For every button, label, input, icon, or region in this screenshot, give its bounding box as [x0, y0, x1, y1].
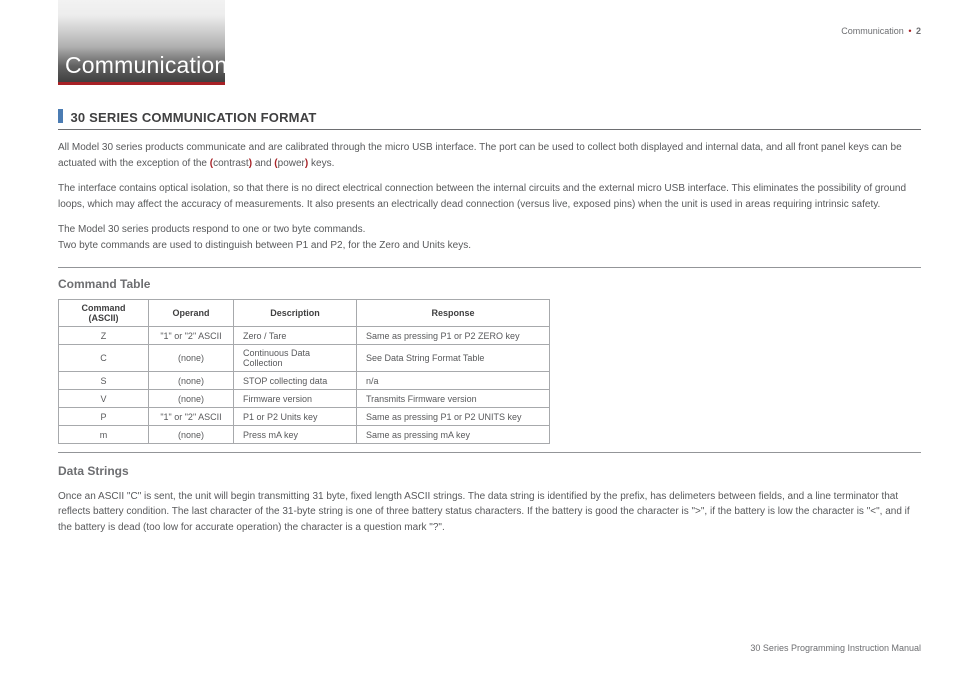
footer-text: 30 Series Programming Instruction Manual	[750, 643, 921, 653]
table-cell: V	[59, 390, 149, 408]
data-strings-heading: Data Strings	[58, 462, 921, 481]
table-cell: Same as pressing P1 or P2 UNITS key	[357, 408, 550, 426]
horizontal-rule	[58, 452, 921, 453]
chapter-title: Communication	[58, 52, 227, 85]
table-cell: Same as pressing P1 or P2 ZERO key	[357, 327, 550, 345]
data-strings-section: Data Strings Once an ASCII "C" is sent, …	[58, 462, 921, 535]
table-cell: Zero / Tare	[234, 327, 357, 345]
table-cell: (none)	[149, 426, 234, 444]
table-row: S(none)STOP collecting datan/a	[59, 372, 550, 390]
table-row: C(none)Continuous Data CollectionSee Dat…	[59, 345, 550, 372]
table-cell: "1" or "2" ASCII	[149, 327, 234, 345]
table-cell: Same as pressing mA key	[357, 426, 550, 444]
header-page-num: 2	[916, 26, 921, 36]
table-cell: Continuous Data Collection	[234, 345, 357, 372]
table-cell: See Data String Format Table	[357, 345, 550, 372]
table-cell: (none)	[149, 372, 234, 390]
table-cell: Transmits Firmware version	[357, 390, 550, 408]
table-cell: Firmware version	[234, 390, 357, 408]
horizontal-rule	[58, 267, 921, 268]
table-cell: (none)	[149, 345, 234, 372]
table-cell: S	[59, 372, 149, 390]
intro-paragraphs: All Model 30 series products communicate…	[58, 140, 921, 263]
table-cell: Press mA key	[234, 426, 357, 444]
table-cell: n/a	[357, 372, 550, 390]
table-row: P"1" or "2" ASCIIP1 or P2 Units keySame …	[59, 408, 550, 426]
command-table: Command (ASCII) Operand Description Resp…	[58, 299, 550, 444]
col-header: Response	[357, 300, 550, 327]
table-cell: (none)	[149, 390, 234, 408]
table-cell: Z	[59, 327, 149, 345]
table-cell: P	[59, 408, 149, 426]
table-header-row: Command (ASCII) Operand Description Resp…	[59, 300, 550, 327]
para-2: The interface contains optical isolation…	[58, 181, 921, 212]
data-strings-text: Once an ASCII "C" is sent, the unit will…	[58, 489, 921, 536]
command-table-section: Command Table Command (ASCII) Operand De…	[58, 277, 921, 444]
table-row: Z"1" or "2" ASCIIZero / TareSame as pres…	[59, 327, 550, 345]
table-cell: m	[59, 426, 149, 444]
section-heading: 30 SERIES COMMUNICATION FORMAT	[58, 109, 921, 130]
bullet-icon: •	[906, 26, 913, 36]
page-header: Communication • 2	[841, 26, 921, 36]
table-cell: "1" or "2" ASCII	[149, 408, 234, 426]
col-header: Description	[234, 300, 357, 327]
para-1: All Model 30 series products communicate…	[58, 140, 921, 171]
table-cell: STOP collecting data	[234, 372, 357, 390]
header-section: Communication	[841, 26, 904, 36]
chapter-banner: Communication	[58, 0, 225, 85]
table-row: V(none)Firmware versionTransmits Firmwar…	[59, 390, 550, 408]
command-table-heading: Command Table	[58, 277, 921, 291]
table-cell: C	[59, 345, 149, 372]
section-heading-text: 30 SERIES COMMUNICATION FORMAT	[70, 110, 316, 125]
table-cell: P1 or P2 Units key	[234, 408, 357, 426]
col-header: Operand	[149, 300, 234, 327]
table-row: m(none)Press mA keySame as pressing mA k…	[59, 426, 550, 444]
heading-bar-icon	[58, 109, 63, 123]
col-header: Command (ASCII)	[59, 300, 149, 327]
para-3: The Model 30 series products respond to …	[58, 222, 921, 253]
banner-underline	[58, 82, 225, 85]
